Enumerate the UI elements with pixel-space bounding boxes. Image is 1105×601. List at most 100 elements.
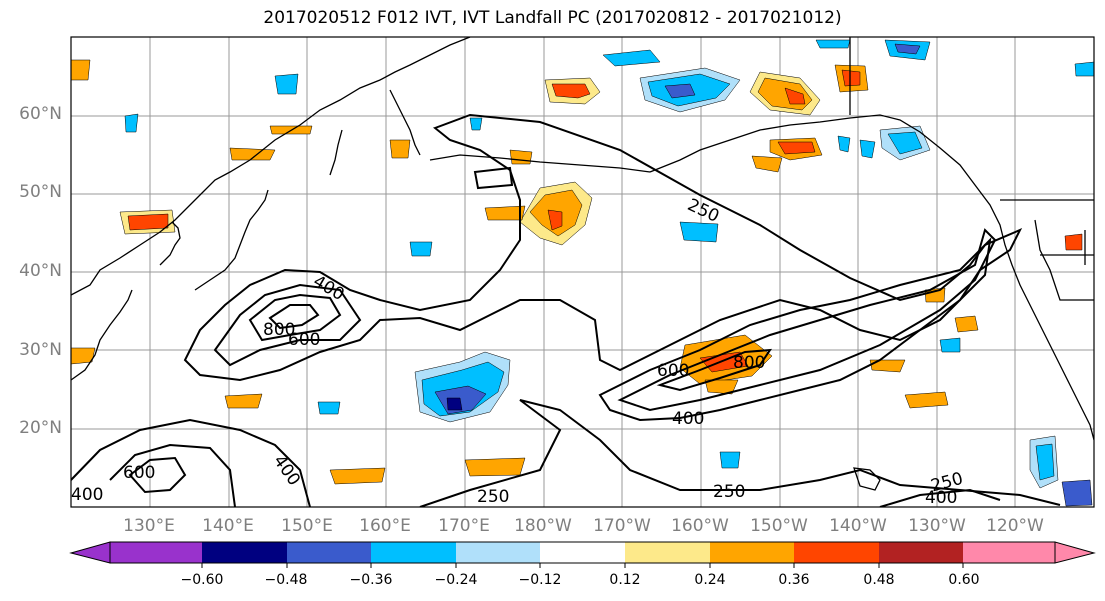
asia-coastline-south	[71, 289, 133, 381]
contour-small-loop	[473, 166, 514, 190]
contour-label: 250	[477, 487, 509, 507]
shade-patch	[894, 43, 921, 55]
shade-patch	[679, 221, 719, 243]
contour-250-south-central	[419, 399, 1061, 507]
map-frame	[70, 36, 1095, 508]
shade-patch	[841, 69, 861, 87]
shade-patch	[751, 155, 783, 173]
contour-label: 600	[288, 330, 320, 350]
shade-patch	[1074, 61, 1094, 77]
colorbar-tickmarks	[201, 563, 964, 568]
lat-label-30n: 30°N	[19, 340, 62, 360]
shade-patch	[484, 205, 526, 221]
shade-patch	[389, 139, 411, 159]
ivt-contours	[71, 113, 1061, 507]
positive-shading	[71, 59, 1083, 485]
kamchatka-coastline	[389, 89, 421, 156]
contour-label: 800	[733, 353, 765, 373]
colorbar-tick-label: −0.12	[518, 572, 562, 588]
shade-patch	[602, 49, 661, 67]
colorbar-tick-label: 0.12	[609, 572, 641, 588]
lon-label-140e: 140°E	[202, 516, 254, 536]
contour-800-central	[656, 348, 772, 392]
shade-patch	[939, 337, 961, 353]
contour-600-west	[248, 293, 342, 342]
colorbar-tick-label: 0.48	[863, 572, 895, 588]
shade-patch	[551, 83, 591, 99]
figure-title: 2017020512 F012 IVT, IVT Landfall PC (20…	[263, 8, 842, 28]
shade-patch	[71, 59, 91, 81]
shade-patch	[777, 141, 816, 155]
shade-patch	[274, 73, 299, 95]
shade-patch	[1061, 479, 1093, 507]
shade-patch	[954, 315, 979, 333]
contour-800-west	[268, 304, 320, 330]
contour-400-central	[617, 228, 997, 412]
shade-patch	[719, 451, 741, 469]
contour-600-central	[598, 237, 992, 422]
japan-coastline	[194, 189, 269, 291]
aleutian-chain	[429, 154, 651, 173]
colorbar	[69, 541, 1096, 568]
shade-patch	[229, 147, 276, 161]
colorbar-extend-high	[1054, 541, 1096, 564]
state-border	[1034, 219, 1094, 301]
map-area: 250 400 800 600 600 400 800 400 600 400 …	[71, 37, 1094, 508]
lat-label-20n: 20°N	[19, 418, 62, 438]
contour-label: 800	[263, 320, 295, 340]
lat-label-60n: 60°N	[19, 104, 62, 124]
lon-label-150w: 150°W	[750, 516, 808, 536]
contour-label: 400	[269, 452, 304, 490]
shade-patch	[859, 139, 876, 159]
colorbar-segment	[710, 542, 794, 563]
contour-label: 600	[123, 463, 155, 483]
shade-patch	[1035, 443, 1055, 481]
shade-patch	[446, 397, 463, 411]
hawaii-coastline	[853, 467, 881, 491]
lat-label-50n: 50°N	[19, 182, 62, 202]
colorbar-segment	[625, 542, 710, 563]
shade-patch	[904, 391, 949, 409]
colorbar-segment	[202, 542, 287, 563]
contour-400-west	[213, 283, 362, 367]
contour-label: 400	[310, 272, 348, 306]
lon-label-170w: 170°W	[593, 516, 651, 536]
negative-shading	[124, 39, 1094, 507]
shade-patch	[224, 393, 263, 409]
contour-label: 600	[657, 361, 689, 381]
contour-600-south-west	[128, 456, 187, 494]
shade-patch	[124, 113, 139, 133]
asia-coastline	[71, 37, 471, 296]
lon-label-170e: 170°E	[438, 516, 490, 536]
korea-coastline	[159, 221, 181, 266]
shade-patch	[509, 149, 533, 165]
colorbar-segment	[879, 542, 963, 563]
lon-label-160e: 160°E	[359, 516, 411, 536]
shade-patch	[704, 379, 739, 395]
contour-label: 400	[925, 488, 957, 508]
shade-patch	[664, 83, 696, 99]
lon-label-130e: 130°E	[123, 516, 175, 536]
shade-patch	[469, 117, 483, 131]
colorbar-extend-low	[69, 541, 111, 564]
shade-patch	[317, 401, 341, 415]
colorbar-segment	[794, 542, 879, 563]
alaska-coastline	[649, 114, 1094, 441]
shade-patch	[547, 209, 563, 231]
colorbar-segment	[371, 542, 456, 563]
shade-patch	[815, 39, 851, 49]
shade-patch	[409, 241, 433, 257]
lon-label-120w: 120°W	[986, 516, 1044, 536]
shade-patch	[329, 467, 386, 485]
contour-250-north	[183, 113, 1023, 382]
lat-label-40n: 40°N	[19, 261, 62, 281]
colorbar-segment	[963, 542, 1055, 563]
contour-250-south-west	[71, 418, 311, 507]
contour-400-south-east	[879, 488, 1001, 507]
colorbar-segments	[109, 541, 1056, 564]
colorbar-tick-label: −0.24	[434, 572, 478, 588]
lon-label-160w: 160°W	[671, 516, 729, 536]
lon-label-180w: 180°W	[514, 516, 572, 536]
colorbar-tick-label: 0.60	[948, 572, 980, 588]
colorbar-segment	[287, 542, 371, 563]
